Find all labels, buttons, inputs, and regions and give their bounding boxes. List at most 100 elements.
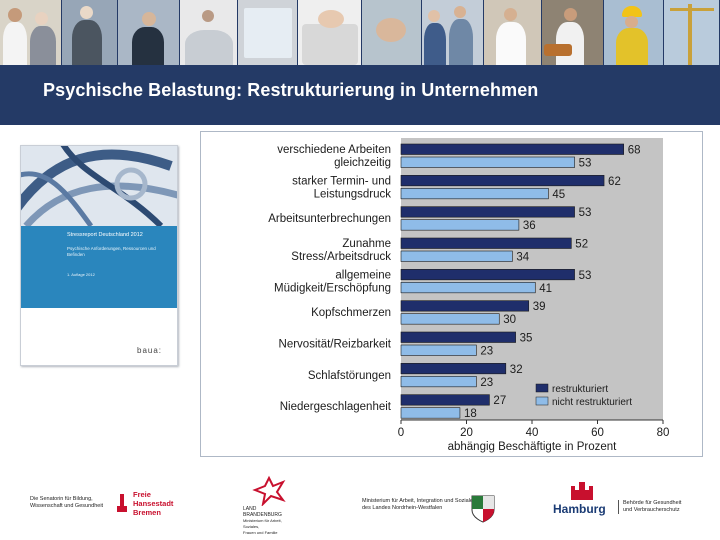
bar-value-label: 52 <box>575 239 588 251</box>
slide-title: Psychische Belastung: Restrukturierung i… <box>43 80 539 100</box>
category-label: starker Termin- und <box>292 175 391 187</box>
category-label: Zunahme <box>342 238 391 250</box>
category-label: Kopfschmerzen <box>311 307 391 319</box>
bar-chart: 0 20 40 60 80 abhängig Beschäftigte in Prozen… <box>268 138 670 453</box>
legend-label: nicht restrukturiert <box>552 397 632 408</box>
legend-swatch <box>535 383 549 393</box>
x-tick-label: 40 <box>526 427 539 439</box>
brandenburg-logo-line3: Ministerium für Arbeit, Soziales, <box>243 518 282 529</box>
category-label: verschiedene Arbeiten <box>277 144 391 156</box>
bar-value-label: 34 <box>516 252 529 264</box>
bar-value-label: 53 <box>579 207 592 219</box>
bremen-key-icon <box>117 494 127 512</box>
brandenburg-logo-line2: BRANDENBURG <box>243 512 282 518</box>
category-label: Müdigkeit/Erschöpfung <box>274 282 391 294</box>
construction-worker-photo <box>604 0 664 65</box>
bar-restrukturiert <box>400 175 605 187</box>
hands-photo <box>362 0 422 65</box>
x-axis-title: abhängig Beschäftigte in Prozent <box>448 441 618 453</box>
category-label: Niedergeschlagenheit <box>280 401 392 413</box>
berlin-logo-line2: Wissenschaft und Gesundheit <box>30 503 104 509</box>
slide-header: Psychische Belastung: Restrukturierung i… <box>0 0 720 125</box>
nrw-logo-line1: Ministerium für Arbeit, Integration und … <box>362 498 476 504</box>
hamburg-logo: Hamburg <box>553 480 606 516</box>
bar-restrukturiert <box>400 300 530 312</box>
bar-restrukturiert <box>400 143 624 155</box>
window-photo <box>238 0 298 65</box>
category-label: Schlafstörungen <box>308 370 391 382</box>
bar-nicht-restrukturiert <box>400 282 536 294</box>
chart-panel: 0 20 40 60 80 abhängig Beschäftigte in Prozen… <box>200 131 703 457</box>
keyboard-photo <box>298 0 362 65</box>
bar-value-label: 41 <box>539 283 552 295</box>
hamburg-wordmark: Hamburg <box>553 502 606 516</box>
brandenburg-logo-line1: LAND <box>243 506 257 512</box>
bar-value-label: 23 <box>480 377 493 389</box>
hamburg-logo-line1: Behörde für Gesundheit <box>623 500 682 506</box>
bar-value-label: 53 <box>579 158 592 170</box>
category-label: Arbeitsunterbrechungen <box>268 213 391 225</box>
call-center-photo <box>118 0 180 65</box>
category-label: Leistungsdruck <box>314 188 392 200</box>
bar-value-label: 35 <box>520 333 533 345</box>
bar-restrukturiert <box>400 331 516 343</box>
bar-value-label: 53 <box>579 270 592 282</box>
bar-value-label: 45 <box>552 189 565 201</box>
bar-value-label: 36 <box>523 220 536 232</box>
bar-nicht-restrukturiert <box>400 376 477 388</box>
bar-nicht-restrukturiert <box>400 407 461 419</box>
stressreport-booklet-cover: Stressreport Deutschland 2012 Psychische… <box>20 145 178 366</box>
brandenburg-logo: LAND BRANDENBURG Ministerium für Arbeit,… <box>243 474 299 536</box>
bar-value-label: 32 <box>510 364 523 376</box>
brandenburg-eagle-icon <box>252 475 286 506</box>
berlin-logo-line1: Die Senatorin für Bildung, <box>30 496 93 502</box>
nrw-logo-line2: des Landes Nordrhein-Westfalen <box>362 505 443 511</box>
bar-value-label: 18 <box>464 408 477 420</box>
bar-value-label: 30 <box>503 314 516 326</box>
booklet-subtitle: Psychische Anforderungen, Ressourcen und… <box>67 246 156 257</box>
hamburg-castle-icon <box>571 482 593 500</box>
meeting-photo <box>422 0 484 65</box>
bar-value-label: 23 <box>480 346 493 358</box>
booklet-edition: 1. Auflage 2012 <box>67 272 95 277</box>
photo-strip <box>0 0 720 65</box>
care-photo <box>0 0 62 65</box>
category-label: gleichzeitig <box>334 157 391 169</box>
x-tick-label: 60 <box>591 427 604 439</box>
baker-photo <box>542 0 604 65</box>
legend-box <box>532 380 658 410</box>
booklet-swirl-graphic <box>21 146 177 226</box>
booklet-cover-graphic <box>21 146 177 226</box>
baua-logo: baua: <box>137 346 163 355</box>
x-tick-label: 20 <box>460 427 473 439</box>
nrw-coat-of-arms-icon <box>471 495 495 523</box>
brandenburg-logo-line4: Frauen und Familie <box>243 530 278 535</box>
booklet-blue-band <box>21 226 177 308</box>
nrw-ministry-logo: Ministerium für Arbeit, Integration und … <box>362 498 476 512</box>
bar-value-label: 39 <box>533 301 546 313</box>
bar-nicht-restrukturiert <box>400 313 500 325</box>
bremen-logo-line3: Bremen <box>133 508 161 517</box>
footer-logos: Die Senatorin für Bildung, Wissenschaft … <box>0 468 720 540</box>
kitchen-photo <box>484 0 542 65</box>
hamburg-authority-text: Behörde für Gesundheit und Verbrauchersc… <box>618 500 681 514</box>
bar-value-label: 68 <box>628 145 641 157</box>
bar-restrukturiert <box>400 363 507 375</box>
bar-nicht-restrukturiert <box>400 188 549 200</box>
category-label: Stress/Arbeitsdruck <box>291 251 391 263</box>
bar-nicht-restrukturiert <box>400 344 477 356</box>
category-label: Nervosität/Reizbarkeit <box>279 339 392 351</box>
bar-restrukturiert <box>400 237 572 249</box>
bar-value-label: 27 <box>493 395 506 407</box>
bar-nicht-restrukturiert <box>400 250 513 262</box>
bar-restrukturiert <box>400 269 575 281</box>
bremen-logo: Freie Hansestadt Bremen <box>115 490 173 517</box>
category-label: allgemeine <box>335 269 391 281</box>
bar-nicht-restrukturiert <box>400 156 575 168</box>
bremen-logo-line2: Hansestadt <box>133 499 174 508</box>
legend-label: restrukturiert <box>552 384 608 395</box>
bar-nicht-restrukturiert <box>400 219 520 231</box>
care-photo-2 <box>62 0 118 65</box>
legend-swatch <box>535 396 549 406</box>
x-tick-label: 80 <box>657 427 670 439</box>
